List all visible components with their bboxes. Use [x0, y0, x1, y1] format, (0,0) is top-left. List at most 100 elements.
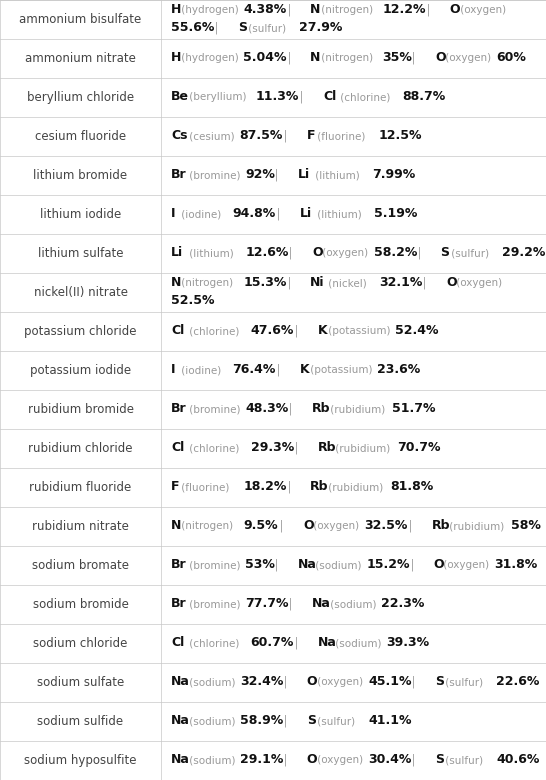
Text: Na: Na: [318, 636, 336, 649]
Text: (rubidium): (rubidium): [332, 443, 394, 453]
Text: |: |: [405, 753, 423, 766]
Text: 29.2%: 29.2%: [502, 246, 545, 259]
Text: S: S: [441, 246, 449, 259]
Text: sodium hyposulfite: sodium hyposulfite: [24, 754, 137, 767]
Text: Br: Br: [171, 168, 187, 181]
Text: 5.04%: 5.04%: [244, 51, 287, 64]
Text: (bromine): (bromine): [186, 560, 244, 570]
Text: O: O: [307, 753, 317, 766]
Text: S: S: [307, 714, 316, 727]
Text: 58.9%: 58.9%: [240, 714, 283, 727]
Text: 4.38%: 4.38%: [244, 3, 287, 16]
Text: (sodium): (sodium): [186, 716, 238, 726]
Text: (oxygen): (oxygen): [453, 278, 506, 288]
Text: Na: Na: [171, 675, 190, 688]
Text: Rb: Rb: [310, 480, 329, 493]
Text: Br: Br: [171, 558, 187, 571]
Text: |: |: [287, 324, 306, 337]
Text: 22.3%: 22.3%: [381, 597, 424, 610]
Text: 40.6%: 40.6%: [496, 753, 540, 766]
Text: 29.3%: 29.3%: [251, 441, 294, 454]
Text: nickel(II) nitrate: nickel(II) nitrate: [33, 286, 128, 299]
Text: rubidium bromide: rubidium bromide: [27, 403, 134, 416]
Text: 22.6%: 22.6%: [496, 675, 540, 688]
Text: |: |: [292, 90, 311, 103]
Text: Cs: Cs: [171, 129, 188, 142]
Text: I: I: [171, 363, 176, 376]
Text: (sulfur): (sulfur): [442, 677, 486, 687]
Text: |: |: [276, 753, 295, 766]
Text: |: |: [207, 21, 227, 34]
Text: 35%: 35%: [383, 51, 412, 64]
Text: H: H: [171, 51, 181, 64]
Text: K: K: [299, 363, 309, 376]
Text: 92%: 92%: [245, 168, 275, 181]
Text: O: O: [303, 519, 313, 532]
Text: O: O: [446, 276, 456, 289]
Text: Li: Li: [299, 207, 312, 220]
Text: 76.4%: 76.4%: [233, 363, 276, 376]
Text: 60.7%: 60.7%: [251, 636, 294, 649]
Text: I: I: [171, 207, 176, 220]
Text: |: |: [410, 246, 429, 259]
Text: (iodine): (iodine): [179, 209, 225, 219]
Text: S: S: [435, 753, 444, 766]
Text: (oxygen): (oxygen): [314, 755, 366, 765]
Text: (sulfur): (sulfur): [245, 23, 289, 34]
Text: 60%: 60%: [496, 51, 526, 64]
Text: (sodium): (sodium): [186, 755, 238, 765]
Text: 87.5%: 87.5%: [240, 129, 283, 142]
Text: 23.6%: 23.6%: [377, 363, 420, 376]
Text: Cl: Cl: [171, 636, 185, 649]
Text: |: |: [281, 246, 300, 259]
Text: |: |: [287, 636, 306, 649]
Text: Cl: Cl: [171, 324, 185, 337]
Text: 7.99%: 7.99%: [372, 168, 415, 181]
Text: |: |: [415, 276, 434, 289]
Text: 31.8%: 31.8%: [495, 558, 538, 571]
Text: N: N: [310, 3, 321, 16]
Text: (hydrogen): (hydrogen): [179, 5, 242, 15]
Text: ammonium bisulfate: ammonium bisulfate: [20, 13, 141, 26]
Text: |: |: [404, 51, 423, 64]
Text: (oxygen): (oxygen): [442, 53, 495, 63]
Text: N: N: [310, 51, 321, 64]
Text: (rubidium): (rubidium): [325, 482, 386, 492]
Text: |: |: [401, 519, 420, 532]
Text: (oxygen): (oxygen): [310, 521, 363, 531]
Text: O: O: [312, 246, 323, 259]
Text: (oxygen): (oxygen): [456, 5, 509, 15]
Text: |: |: [276, 714, 295, 727]
Text: sodium bromide: sodium bromide: [33, 598, 128, 611]
Text: 53%: 53%: [245, 558, 275, 571]
Text: (rubidium): (rubidium): [446, 521, 507, 531]
Text: 70.7%: 70.7%: [397, 441, 441, 454]
Text: |: |: [405, 675, 423, 688]
Text: (rubidium): (rubidium): [327, 404, 388, 414]
Text: lithium sulfate: lithium sulfate: [38, 247, 123, 260]
Text: 15.2%: 15.2%: [366, 558, 410, 571]
Text: (iodine): (iodine): [179, 365, 225, 375]
Text: Li: Li: [171, 246, 183, 259]
Text: |: |: [272, 519, 292, 532]
Text: (sodium): (sodium): [186, 677, 238, 687]
Text: Li: Li: [298, 168, 310, 181]
Text: (oxygen): (oxygen): [319, 248, 372, 258]
Text: potassium iodide: potassium iodide: [30, 364, 131, 377]
Text: (chlorine): (chlorine): [337, 92, 394, 102]
Text: 45.1%: 45.1%: [368, 675, 412, 688]
Text: (potassium): (potassium): [325, 326, 394, 336]
Text: Na: Na: [312, 597, 331, 610]
Text: rubidium nitrate: rubidium nitrate: [32, 520, 129, 533]
Text: 48.3%: 48.3%: [245, 402, 288, 415]
Text: Na: Na: [298, 558, 317, 571]
Text: (chlorine): (chlorine): [186, 638, 242, 648]
Text: |: |: [281, 597, 300, 610]
Text: cesium fluoride: cesium fluoride: [35, 130, 126, 143]
Text: |: |: [267, 558, 286, 571]
Text: Rb: Rb: [431, 519, 450, 532]
Text: 27.9%: 27.9%: [299, 21, 343, 34]
Text: (cesium): (cesium): [186, 131, 238, 141]
Text: (lithium): (lithium): [314, 209, 365, 219]
Text: 11.3%: 11.3%: [256, 90, 299, 103]
